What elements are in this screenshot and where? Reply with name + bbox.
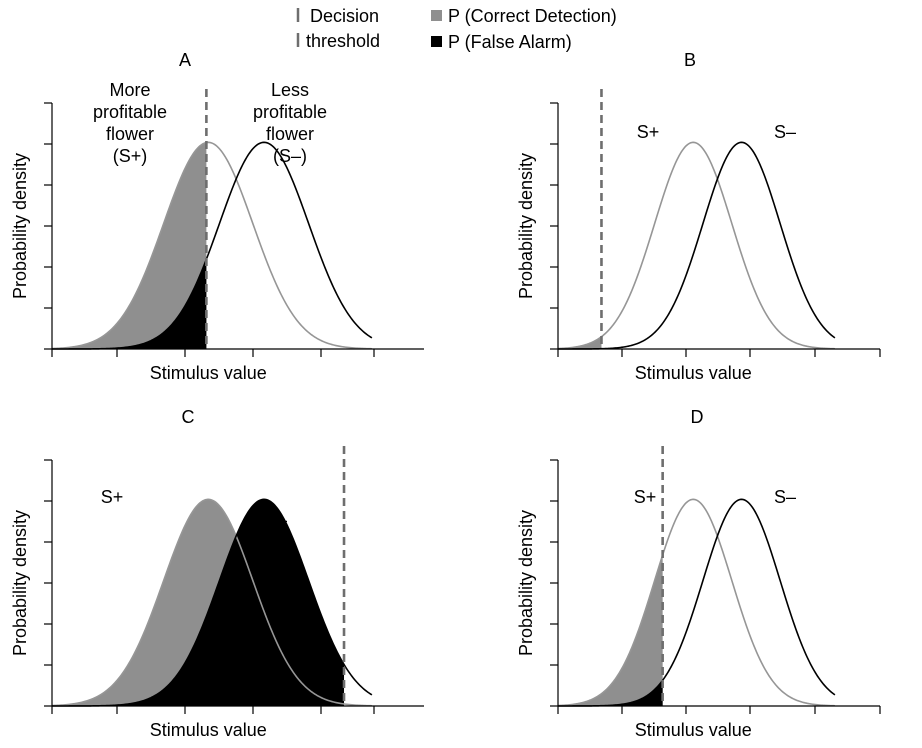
s-minus-label: flower — [266, 124, 314, 144]
x-axis-label: Stimulus value — [635, 720, 752, 740]
s-plus-label: More — [109, 80, 150, 100]
s-minus-curve — [52, 142, 372, 349]
panel-title: D — [691, 407, 704, 427]
x-axis-label: Stimulus value — [150, 363, 267, 383]
y-axis-label: Probability density — [10, 510, 30, 656]
legend-threshold-label-2: threshold — [306, 31, 380, 51]
legend-correct-label: P (Correct Detection) — [448, 6, 617, 26]
s-minus-label: profitable — [253, 102, 327, 122]
legend-correct-swatch — [431, 10, 442, 21]
y-axis-label: Probability density — [10, 153, 30, 299]
s-minus-curve — [558, 499, 835, 706]
y-axis-label: Probability density — [516, 153, 536, 299]
s-plus-label: S+ — [634, 487, 657, 507]
s-plus-label: S+ — [637, 122, 660, 142]
s-plus-label: profitable — [93, 102, 167, 122]
legend-false-alarm-label: P (False Alarm) — [448, 32, 572, 52]
s-plus-label: (S+) — [113, 146, 148, 166]
s-plus-label: S+ — [101, 487, 124, 507]
x-axis-label: Stimulus value — [635, 363, 752, 383]
panel-title: B — [684, 50, 696, 70]
s-plus-label: flower — [106, 124, 154, 144]
x-axis-label: Stimulus value — [150, 720, 267, 740]
s-minus-label: Less — [271, 80, 309, 100]
panel-b: B Stimulus value Probability density S+ S– — [516, 50, 880, 383]
legend: Decision threshold P (Correct Detection)… — [298, 6, 617, 52]
correct-detection-area — [558, 555, 663, 706]
s-minus-label: (S–) — [273, 146, 307, 166]
panel-c: C Stimulus value Probability density S+ S– — [10, 407, 424, 740]
legend-threshold-label-1: Decision — [310, 6, 379, 26]
panel-title: A — [179, 50, 191, 70]
y-axis-label: Probability density — [516, 510, 536, 656]
s-minus-label: S– — [774, 487, 796, 507]
s-minus-label: S– — [265, 510, 287, 530]
legend-false-alarm-swatch — [431, 36, 442, 47]
s-minus-curve — [558, 142, 835, 349]
panel-d: D Stimulus value Probability density S+ S– — [516, 407, 880, 740]
correct-detection-area — [558, 337, 601, 349]
s-minus-label: S– — [774, 122, 796, 142]
panel-title: C — [182, 407, 195, 427]
